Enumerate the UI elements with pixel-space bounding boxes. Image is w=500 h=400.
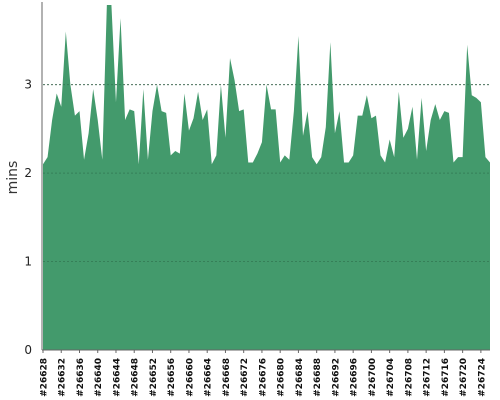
series-area (43, 5, 490, 350)
x-tick-label: #26636 (76, 358, 86, 397)
y-tick-label: 1 (24, 255, 32, 269)
x-tick-label: #26632 (58, 358, 68, 397)
x-tick-label: #26724 (477, 358, 487, 397)
x-tick-label: #26676 (258, 358, 268, 397)
y-tick-label: 2 (24, 166, 32, 180)
x-tick-label: #26692 (331, 358, 341, 397)
x-axis-ticks: #26628 #26632 #26636 #26640 #26644 #26648 #266… (40, 350, 487, 397)
x-tick-label: #26684 (295, 358, 305, 397)
x-tick-label: #26680 (277, 358, 287, 397)
y-tick-label: 0 (24, 343, 32, 357)
x-tick-label: #26644 (113, 358, 123, 397)
x-tick-label: #26640 (94, 358, 104, 397)
x-tick-label: #26720 (459, 358, 469, 397)
x-tick-label: #26704 (386, 358, 396, 397)
x-tick-label: #26700 (368, 358, 378, 397)
y-axis-title: mins (5, 161, 21, 195)
x-tick-label: #26660 (186, 358, 196, 397)
x-tick-label: #26672 (240, 358, 250, 397)
y-tick-label: 3 (24, 78, 32, 92)
x-tick-label: #26712 (423, 358, 433, 397)
x-tick-label: #26664 (204, 358, 214, 397)
x-tick-label: #26656 (167, 358, 177, 397)
data-area (43, 5, 490, 350)
y-axis-ticks: 0 1 2 3 (24, 78, 32, 357)
x-tick-label: #26652 (149, 358, 159, 397)
axes (41, 2, 490, 351)
x-tick-label: #26716 (441, 358, 451, 397)
x-tick-label: #26628 (40, 358, 50, 397)
x-tick-label: #26668 (222, 358, 232, 397)
x-tick-label: #26688 (313, 358, 323, 397)
x-tick-label: #26648 (131, 358, 141, 397)
x-tick-label: #26696 (350, 358, 360, 397)
x-tick-label: #26708 (404, 358, 414, 397)
